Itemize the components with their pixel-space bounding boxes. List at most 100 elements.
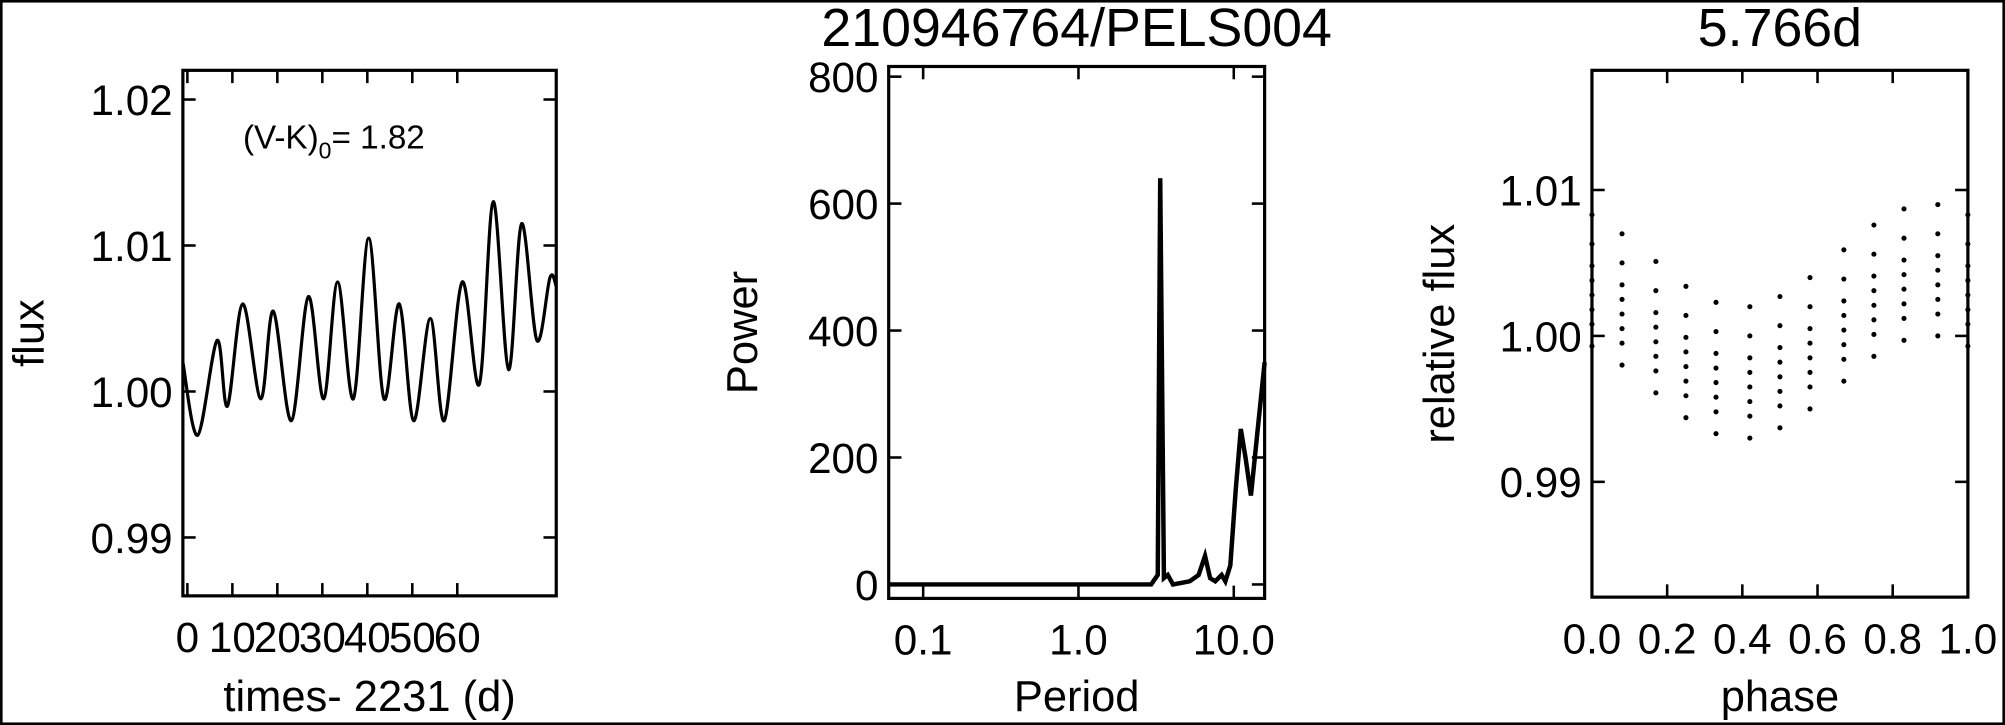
data-point: [1807, 355, 1813, 361]
data-point: [1841, 342, 1847, 348]
x-tick-label: 1.0: [1939, 615, 1998, 662]
data-point: [1965, 343, 1971, 349]
y-tick-label: 600: [808, 181, 878, 228]
y-tick-label: 1.00: [91, 369, 173, 416]
x-tick-label: 0.2: [1638, 615, 1697, 662]
chart-title: 210946764/PELS004: [821, 0, 1332, 58]
data-point: [1935, 202, 1941, 208]
data-point: [1777, 388, 1783, 394]
x-tick-label: 0.6: [1788, 615, 1847, 662]
data-line: [888, 178, 1267, 587]
x-axis-label: phase: [1721, 673, 1839, 721]
data-point: [1683, 415, 1689, 421]
data-point: [1935, 282, 1941, 288]
x-tick-label: 10: [209, 614, 256, 661]
data-point: [1901, 286, 1907, 292]
data-point: [1747, 399, 1753, 405]
data-point: [1653, 310, 1659, 316]
x-tick-label: 0.1: [894, 617, 953, 664]
data-point: [1965, 277, 1971, 284]
data-point: [1653, 324, 1659, 330]
data-point: [1807, 369, 1813, 375]
data-point: [1935, 267, 1941, 273]
data-point: [1777, 323, 1783, 329]
y-tick-label: 0.99: [1500, 459, 1582, 506]
data-point: [1935, 231, 1941, 237]
x-tick-label: 40: [344, 614, 391, 661]
data-point: [1589, 343, 1595, 349]
x-tick-label: 0.0: [1563, 615, 1622, 662]
data-point: [1589, 212, 1595, 218]
data-point: [1683, 364, 1689, 370]
y-tick-label: 400: [808, 308, 878, 355]
data-point: [1841, 298, 1847, 304]
y-axis-label: Power: [719, 271, 767, 394]
x-tick-label: 30: [299, 614, 346, 661]
data-point: [1841, 378, 1847, 384]
data-point: [1901, 315, 1907, 321]
data-point: [1777, 293, 1783, 300]
data-point: [1965, 241, 1971, 247]
data-point: [1619, 260, 1625, 266]
data-point: [1589, 277, 1595, 284]
data-point: [1901, 235, 1907, 241]
data-point: [1619, 362, 1625, 368]
data-point: [1871, 273, 1877, 279]
data-point: [1841, 247, 1847, 253]
data-point: [1841, 312, 1847, 319]
data-point: [1777, 425, 1783, 431]
data-point: [1777, 345, 1783, 351]
data-point: [1619, 231, 1625, 237]
data-point: [1901, 337, 1907, 343]
data-point: [1935, 333, 1941, 339]
annotation-subscript: 0: [319, 138, 332, 164]
data-point: [1871, 302, 1877, 308]
data-point: [1807, 326, 1813, 332]
data-point: [1901, 301, 1907, 307]
data-point: [1841, 356, 1847, 362]
data-point: [1807, 304, 1813, 310]
data-point: [1965, 263, 1971, 269]
data-point: [1747, 369, 1753, 375]
data-point: [1965, 292, 1971, 298]
data-point: [1935, 311, 1941, 317]
data-point: [1807, 274, 1813, 281]
data-point: [1589, 263, 1595, 269]
data-point: [1777, 403, 1783, 409]
data-point: [1965, 321, 1971, 327]
data-point: [1841, 276, 1847, 282]
annotation-text: (V-K): [243, 119, 319, 156]
annotation-value: = 1.82: [331, 119, 424, 156]
data-point: [1777, 359, 1783, 365]
data-point: [1589, 241, 1595, 247]
data-point: [1683, 378, 1689, 384]
data-point: [1713, 299, 1719, 305]
data-point: [1747, 384, 1753, 390]
data-point: [1713, 409, 1719, 415]
y-tick-label: 0.99: [91, 515, 173, 562]
data-point: [1871, 251, 1877, 257]
data-point: [1589, 307, 1595, 313]
data-point: [1807, 384, 1813, 390]
data-point: [1871, 317, 1877, 323]
data-point: [1653, 353, 1659, 359]
data-point: [1653, 258, 1659, 265]
data-point: [1683, 334, 1689, 340]
y-tick-label: 1.00: [1500, 313, 1582, 360]
chart-title: 5.766d: [1698, 0, 1862, 58]
data-point: [1965, 307, 1971, 313]
plot-frame: [887, 64, 1267, 601]
data-point: [1871, 222, 1877, 228]
x-tick-label: 0.8: [1863, 615, 1922, 662]
y-axis-label: relative flux: [1416, 224, 1464, 444]
x-axis-label: Period: [1014, 673, 1140, 721]
data-point: [1841, 327, 1847, 333]
x-tick-label: 1.0: [1049, 617, 1108, 664]
x-tick-label: 10.0: [1193, 617, 1275, 664]
data-point: [1901, 206, 1907, 212]
data-point: [1653, 288, 1659, 294]
data-point: [1747, 413, 1753, 419]
data-point: [1871, 353, 1877, 359]
